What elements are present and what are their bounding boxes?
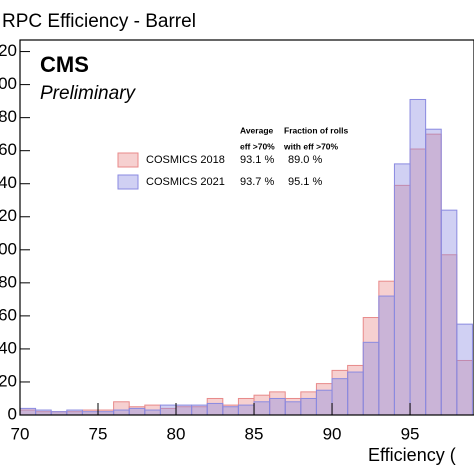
- bar: [175, 404, 193, 416]
- legend-header: Average: [240, 125, 274, 135]
- bar: [19, 407, 37, 416]
- y-tick-label: 100: [0, 239, 17, 258]
- bar: [35, 409, 52, 416]
- bar: [440, 209, 458, 416]
- bar: [347, 371, 364, 416]
- bar: [66, 409, 83, 416]
- bar: [222, 406, 239, 416]
- x-tick-label: 90: [323, 424, 342, 443]
- bar: [362, 341, 380, 416]
- bar: [206, 402, 224, 416]
- legend-fraction: 89.0 %: [288, 154, 322, 166]
- x-axis-label: Efficiency (: [368, 445, 456, 465]
- y-tick-label: 140: [0, 173, 17, 192]
- x-tick-label: 70: [11, 424, 30, 443]
- y-tick-label: 220: [0, 41, 17, 60]
- bar: [113, 409, 130, 416]
- status-label: Preliminary: [40, 83, 137, 104]
- legend-header: Fraction of rolls: [284, 125, 349, 135]
- y-tick-label: 60: [0, 305, 17, 324]
- y-tick-label: 0: [8, 404, 17, 423]
- bar: [159, 404, 177, 416]
- legend-header: with eff >70%: [283, 141, 339, 151]
- bar: [300, 397, 317, 416]
- chart-title: RPC Efficiency - Barrel: [2, 11, 196, 32]
- bar: [409, 98, 427, 416]
- y-tick-label: 160: [0, 140, 17, 159]
- bar: [191, 404, 208, 416]
- legend-header: eff >70%: [240, 141, 275, 151]
- bar: [393, 163, 411, 416]
- bar: [269, 397, 286, 416]
- y-tick-label: 40: [0, 338, 17, 357]
- bar: [456, 323, 473, 416]
- bar: [331, 378, 349, 416]
- x-tick-label: 85: [245, 424, 264, 443]
- bar: [315, 389, 333, 416]
- bar: [284, 401, 302, 416]
- y-tick-label: 200: [0, 74, 17, 93]
- bar: [378, 295, 395, 416]
- legend-label: COSMICS 2021: [146, 176, 225, 188]
- y-tick-label: 80: [0, 272, 17, 291]
- x-tick-label: 80: [167, 424, 186, 443]
- experiment-label: CMS: [40, 52, 89, 77]
- legend-average: 93.7 %: [240, 176, 274, 188]
- bar: [253, 401, 271, 416]
- x-tick-label: 75: [89, 424, 108, 443]
- y-tick-label: 20: [0, 371, 17, 390]
- y-tick-label: 180: [0, 107, 17, 126]
- legend-average: 93.1 %: [240, 154, 274, 166]
- y-tick-label: 120: [0, 206, 17, 225]
- legend-swatch: [117, 152, 139, 168]
- legend-swatch: [117, 174, 139, 190]
- plot-frame: [19, 39, 474, 416]
- bar: [425, 128, 442, 416]
- legend-fraction: 95.1 %: [288, 176, 322, 188]
- bar: [237, 404, 255, 416]
- legend-label: COSMICS 2018: [146, 154, 225, 166]
- bar: [144, 409, 161, 416]
- bar: [128, 407, 146, 416]
- x-tick-label: 95: [401, 424, 420, 443]
